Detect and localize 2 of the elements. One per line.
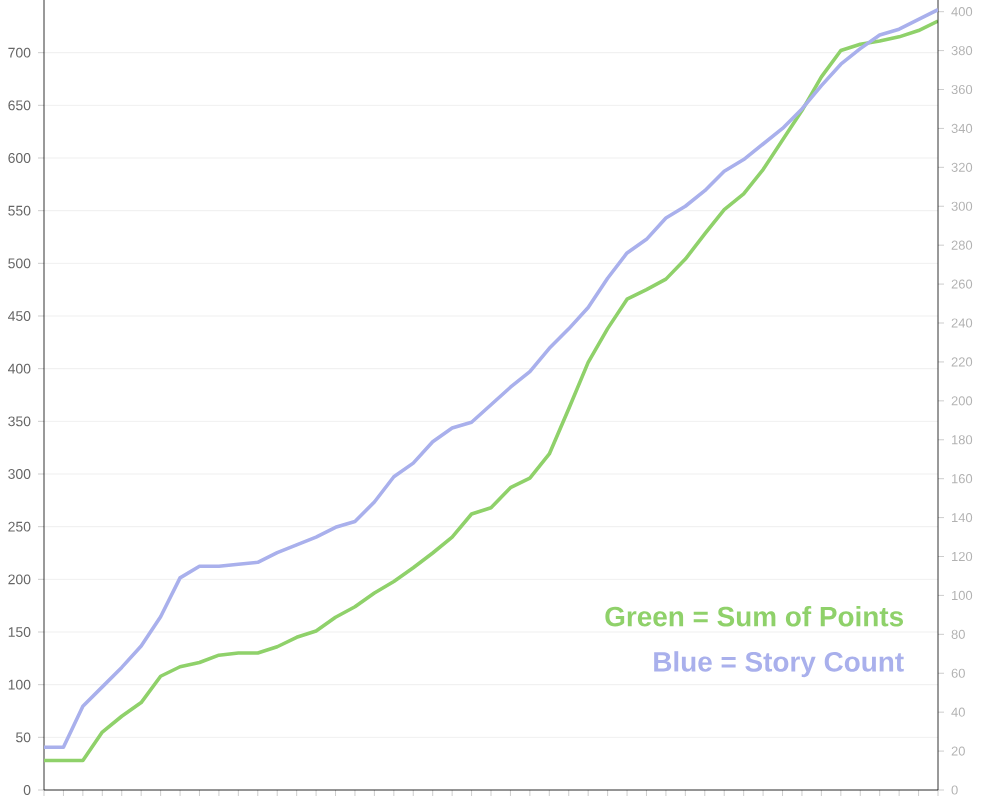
text: Blue = Story Count (654, 651, 904, 678)
text: Green = Sum of Points (605, 605, 904, 627)
